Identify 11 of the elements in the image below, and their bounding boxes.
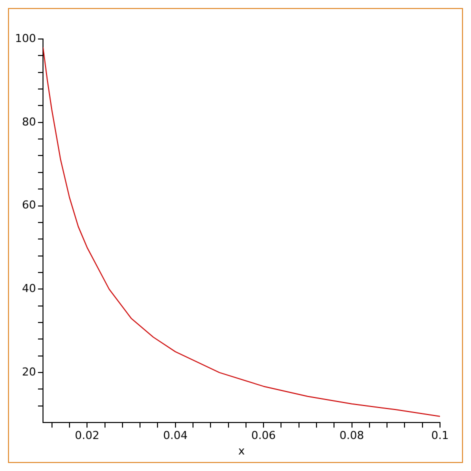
y-tick-label: 80 <box>22 115 36 128</box>
y-tick-label: 100 <box>14 32 36 45</box>
x-tick-label: 0.06 <box>251 429 276 442</box>
x-tick-label: 0.02 <box>74 429 100 442</box>
x-tick-label: 0.04 <box>163 429 188 442</box>
y-tick-label: 40 <box>22 282 36 296</box>
x-tick-label: 0.1 <box>431 429 449 442</box>
x-axis-title: x <box>238 444 246 458</box>
y-tick-label: 20 <box>22 365 36 378</box>
y-tick-label: 60 <box>22 198 36 212</box>
x-tick-label: 0.08 <box>340 429 364 442</box>
